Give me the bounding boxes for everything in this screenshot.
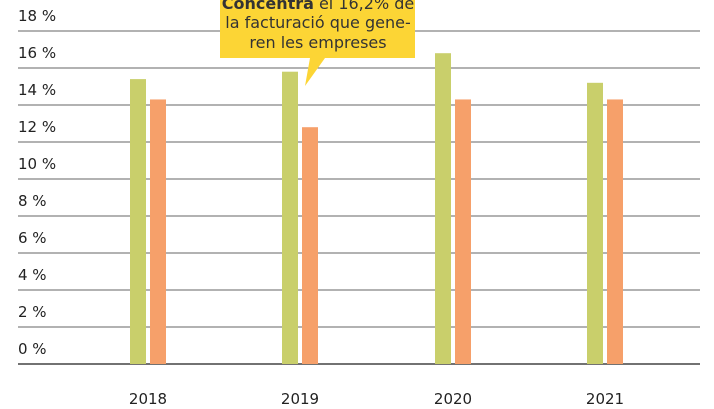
y-tick-label: 14 % bbox=[18, 81, 56, 99]
bar bbox=[282, 71, 298, 364]
callout-box bbox=[220, 0, 415, 86]
bar bbox=[302, 127, 318, 364]
annotation-lead: Concentra bbox=[222, 0, 314, 13]
x-tick-label: 2020 bbox=[434, 390, 472, 408]
bar bbox=[150, 99, 166, 364]
y-tick-label: 8 % bbox=[18, 192, 47, 210]
bar bbox=[455, 99, 471, 364]
annotation: la facturació que gene- bbox=[225, 13, 410, 32]
y-tick-label: 18 % bbox=[18, 7, 56, 25]
y-tick-label: 0 % bbox=[18, 340, 47, 358]
annotation: ren les empreses bbox=[249, 33, 386, 52]
y-tick-label: 16 % bbox=[18, 44, 56, 62]
annotation: Concentra el 16,2% de bbox=[222, 0, 414, 13]
bar bbox=[587, 82, 603, 365]
y-tick-label: 12 % bbox=[18, 118, 56, 136]
y-tick-label: 6 % bbox=[18, 229, 47, 247]
bar bbox=[435, 53, 451, 364]
x-tick-label: 2019 bbox=[281, 390, 319, 408]
x-tick-label: 2021 bbox=[586, 390, 624, 408]
annotation-text: el 16,2% de bbox=[319, 0, 414, 13]
y-tick-label: 10 % bbox=[18, 155, 56, 173]
y-tick-label: 2 % bbox=[18, 303, 47, 321]
bar bbox=[130, 79, 146, 364]
y-tick-label: 4 % bbox=[18, 266, 47, 284]
x-tick-label: 2018 bbox=[129, 390, 167, 408]
bar bbox=[607, 99, 623, 364]
